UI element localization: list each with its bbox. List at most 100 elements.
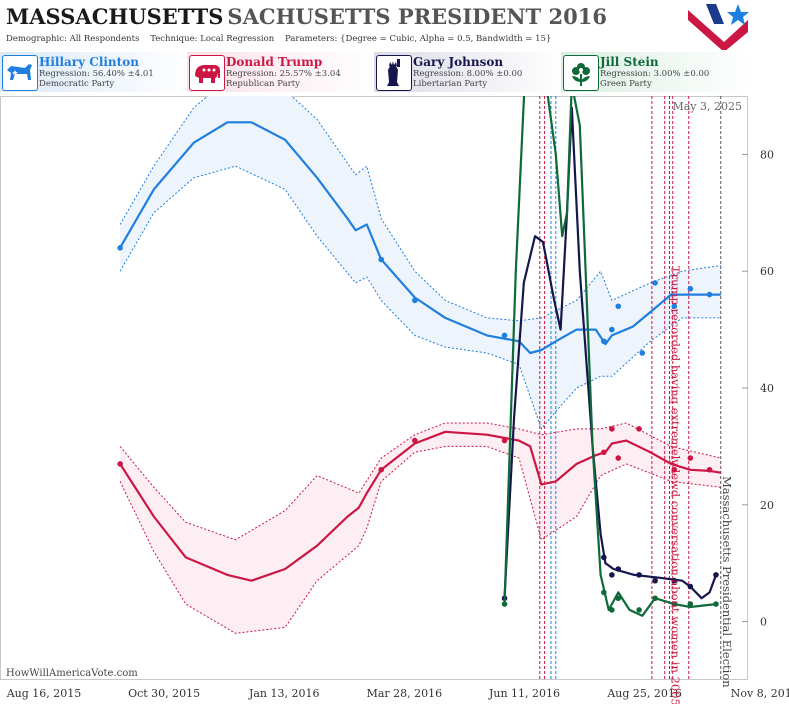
- flower-icon: [563, 55, 599, 91]
- data-point: [378, 466, 385, 473]
- data-point: [652, 595, 658, 602]
- data-point: [609, 326, 615, 333]
- data-point: [706, 466, 713, 473]
- data-point: [601, 589, 607, 596]
- band-upper: [119, 96, 721, 322]
- data-point: [378, 256, 385, 263]
- event-annotation: Trump recorded having extremely lewd con…: [669, 266, 683, 704]
- data-point: [412, 297, 418, 304]
- data-point: [687, 601, 694, 607]
- data-point: [615, 595, 622, 602]
- data-point: [117, 245, 123, 251]
- data-point: [671, 601, 678, 607]
- technique-value: Local Regression: [200, 34, 275, 44]
- data-point: [501, 437, 508, 444]
- data-point: [601, 449, 607, 456]
- data-point: [501, 332, 508, 339]
- candidate-party: Libertarian Party: [413, 79, 488, 89]
- parameters-label: Parameters:: [285, 34, 338, 44]
- y-tick-label: 0: [760, 616, 767, 629]
- data-point: [636, 426, 642, 432]
- data-point: [615, 566, 622, 572]
- series-line: [119, 121, 721, 355]
- data-point: [601, 338, 607, 345]
- title-main: MASSACHUSETTS: [6, 4, 224, 29]
- demographic-value: All Respondents: [69, 34, 140, 44]
- candidate-regression: Regression: 3.00% ±0.00: [600, 69, 710, 79]
- elephant-icon: [189, 55, 225, 91]
- plot-frame: [0, 96, 748, 680]
- data-point: [117, 461, 123, 467]
- data-point: [706, 291, 713, 298]
- x-tick-label: Aug 25, 2016: [606, 687, 682, 700]
- event-annotation: Massachusetts Presidential Election: [720, 476, 734, 688]
- candidate-name: Jill Stein: [600, 55, 659, 69]
- band-lower: [119, 165, 721, 430]
- data-point: [636, 572, 642, 578]
- confidence-band: [120, 96, 721, 429]
- y-tick-label: 60: [760, 265, 774, 278]
- demographic-label: Demographic:: [6, 34, 67, 44]
- page-title: MASSACHUSETTS SACHUSETTS PRESIDENT 2016: [6, 4, 607, 29]
- title-sub: SACHUSETTS PRESIDENT 2016: [227, 4, 607, 29]
- data-point: [713, 601, 719, 607]
- data-point: [687, 285, 694, 292]
- candidate-party: Democratic Party: [39, 79, 115, 89]
- legend-item-stein[interactable]: Jill Stein Regression: 3.00% ±0.00 Green…: [561, 52, 751, 92]
- series-line: [119, 430, 721, 582]
- technique-label: Technique:: [150, 34, 198, 44]
- data-point: [671, 577, 678, 584]
- data-point: [687, 455, 694, 461]
- y-tick-label: 40: [760, 382, 774, 395]
- site-credit: HowWillAmericaVote.com: [6, 668, 138, 679]
- y-tick-label: 80: [760, 148, 774, 161]
- legend-item-johnson[interactable]: Gary Johnson Regression: 8.00% ±0.00 Lib…: [374, 52, 564, 92]
- candidate-party: Green Party: [600, 79, 652, 89]
- statue-of-liberty-icon: [376, 55, 412, 91]
- current-date-label: May 3, 2025: [672, 100, 742, 113]
- poll-chart: 0 20 40 60 80 Aug 16, 2015 Oct 30, 2015 Jan 13,…: [0, 96, 789, 704]
- data-point: [687, 583, 694, 590]
- band-upper: [119, 422, 721, 541]
- band-lower: [119, 445, 721, 634]
- candidate-name: Hillary Clinton: [39, 55, 139, 69]
- candidate-name: Gary Johnson: [413, 55, 504, 69]
- data-point: [671, 466, 678, 473]
- candidate-legend: Hillary Clinton Regression: 56.40% ±4.01…: [0, 52, 789, 94]
- data-point: [412, 437, 418, 444]
- data-point: [713, 572, 719, 578]
- data-point: [652, 280, 658, 286]
- data-point: [609, 572, 615, 578]
- y-tick-label: 20: [760, 499, 774, 512]
- x-tick-label: Oct 30, 2015: [128, 687, 200, 700]
- candidate-regression: Regression: 56.40% ±4.01: [39, 69, 154, 79]
- candidate-regression: Regression: 8.00% ±0.00: [413, 69, 523, 79]
- plot-area: [117, 96, 722, 680]
- candidate-regression: Regression: 25.57% ±3.04: [226, 69, 341, 79]
- data-point: [639, 350, 646, 356]
- x-tick-label: Jun 11, 2016: [488, 687, 560, 700]
- candidate-party: Republican Party: [226, 79, 300, 89]
- x-tick-label: Jan 13, 2016: [248, 687, 320, 700]
- data-point: [615, 455, 622, 461]
- data-point: [636, 607, 642, 613]
- data-point: [652, 577, 658, 584]
- data-point: [501, 601, 508, 607]
- meta-line: Demographic: All Respondents Technique: …: [6, 34, 551, 44]
- x-tick-label: Nov 8, 2016: [731, 687, 789, 700]
- series-line: [503, 96, 717, 617]
- x-tick-label: Aug 16, 2015: [6, 687, 82, 700]
- legend-item-trump[interactable]: Donald Trump Regression: 25.57% ±3.04 Re…: [187, 52, 377, 92]
- data-point: [615, 303, 622, 310]
- data-point: [671, 303, 678, 310]
- candidate-name: Donald Trump: [226, 55, 323, 69]
- x-tick-label: Mar 28, 2016: [367, 687, 443, 700]
- legend-item-clinton[interactable]: Hillary Clinton Regression: 56.40% ±4.01…: [0, 52, 190, 92]
- data-point: [609, 426, 615, 432]
- data-point: [609, 607, 615, 613]
- donkey-icon: [2, 55, 38, 91]
- parameters-value: {Degree = Cubic, Alpha = 0.5, Bandwidth …: [340, 34, 552, 44]
- data-point: [601, 554, 607, 561]
- confidence-band: [120, 423, 721, 634]
- site-logo: [688, 4, 749, 50]
